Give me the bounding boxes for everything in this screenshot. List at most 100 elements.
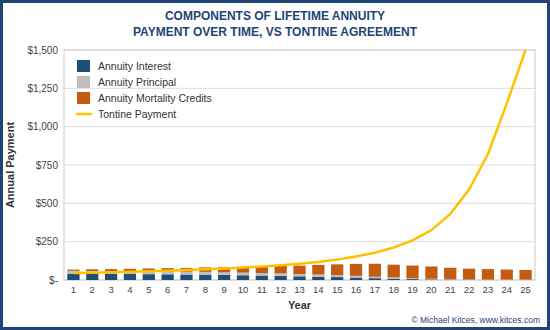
x-tick-label: 23 (483, 284, 494, 295)
bar (237, 275, 249, 280)
bar (444, 268, 456, 280)
x-tick-label: 11 (257, 284, 267, 295)
bar (444, 279, 456, 280)
chart: COMPONENTS OF LIFETIME ANNUITY PAYMENT OV… (0, 0, 550, 330)
bar (463, 269, 475, 280)
x-tick-label: 17 (370, 284, 381, 295)
x-tick-label: 12 (275, 284, 286, 295)
x-tick-label: 19 (407, 284, 418, 295)
bar (406, 279, 418, 280)
x-tick-label: 7 (184, 284, 189, 295)
x-axis-label: Year (288, 299, 312, 311)
x-tick-label: 22 (464, 284, 475, 295)
x-tick-label: 15 (332, 284, 343, 295)
legend-swatch (76, 113, 92, 116)
bar (67, 270, 79, 271)
bar (331, 275, 343, 277)
legend-swatch (77, 92, 90, 104)
legend-swatch (77, 76, 90, 88)
x-tick-label: 13 (294, 284, 305, 295)
bar (312, 277, 324, 280)
line (73, 50, 525, 273)
bar (256, 276, 268, 280)
border (2, 2, 549, 329)
title: COMPONENTS OF LIFETIME ANNUITY (165, 9, 385, 23)
x-tick-label: 18 (388, 284, 399, 295)
x-tick-label: 10 (238, 284, 249, 295)
bar (519, 270, 531, 280)
bar (312, 274, 324, 276)
x-tick-label: 8 (203, 284, 208, 295)
y-tick-label: $1,000 (27, 121, 58, 132)
legend: Annuity Interest Annuity Principal Annuity… (76, 60, 212, 120)
x-tick-label: 5 (146, 284, 151, 295)
x-tick-label: 6 (165, 284, 170, 295)
y-axis-label: Annual Payment (4, 122, 16, 209)
grid-line (64, 165, 535, 166)
bar (369, 278, 381, 280)
bar (425, 267, 437, 279)
y-tick-label: $250 (36, 236, 59, 247)
marks (67, 50, 531, 280)
bar (199, 275, 211, 280)
bar (482, 269, 494, 279)
bar (86, 269, 98, 271)
x-tick-label: 4 (127, 284, 132, 295)
legend-label: Annuity Principal (98, 76, 176, 88)
x-tick-label: 2 (90, 284, 95, 295)
bar (275, 273, 287, 275)
bar (350, 278, 362, 280)
subtitle: PAYMENT OVER TIME, VS TONTINE AGREEMENT (133, 25, 418, 39)
y-tick-label: $1,500 (27, 45, 58, 56)
bar (180, 272, 192, 275)
bar (388, 265, 400, 278)
plot-frame (64, 50, 535, 280)
grid-line (64, 241, 535, 242)
grid-line (64, 126, 535, 127)
bar (275, 276, 287, 280)
y-tick-label: $- (49, 275, 58, 286)
x-tick-label: 20 (426, 284, 437, 295)
y-tick-label: $500 (36, 198, 59, 209)
x-tick-label: 9 (221, 284, 226, 295)
bar (218, 272, 230, 275)
bar (180, 274, 192, 280)
y-tick-label: $1,250 (27, 83, 58, 94)
y-axis: $-$250$500$750$1,000$1,250$1,500 (27, 45, 535, 286)
bar (293, 266, 305, 274)
bar (143, 274, 155, 280)
bar (105, 269, 117, 271)
bar (369, 277, 381, 278)
legend-swatch (77, 60, 90, 72)
x-tick-label: 14 (313, 284, 324, 295)
bar (161, 274, 173, 280)
bar (199, 272, 211, 275)
bar (256, 273, 268, 275)
x-axis: 1234567891011121314151617181920212223242… (71, 284, 531, 295)
bar (388, 279, 400, 280)
legend-label: Annuity Mortality Credits (98, 92, 212, 104)
bar (388, 277, 400, 278)
bar-series (67, 274, 531, 280)
legend-label: Tontine Payment (98, 108, 176, 120)
bar (293, 276, 305, 280)
x-tick-label: 25 (520, 284, 531, 295)
x-tick-label: 3 (108, 284, 113, 295)
bar (237, 273, 249, 276)
bar (406, 266, 418, 279)
x-tick-label: 16 (351, 284, 362, 295)
bar (331, 277, 343, 280)
grid-line (64, 203, 535, 204)
bar (105, 274, 117, 280)
x-tick-label: 21 (445, 284, 456, 295)
bar (331, 264, 343, 275)
bar (350, 264, 362, 276)
bar (350, 276, 362, 278)
bar (67, 274, 79, 280)
bar (293, 274, 305, 276)
bar (275, 266, 287, 274)
legend-label: Annuity Interest (98, 60, 171, 72)
bar (312, 265, 324, 275)
bar (124, 274, 136, 280)
bar (501, 270, 513, 280)
